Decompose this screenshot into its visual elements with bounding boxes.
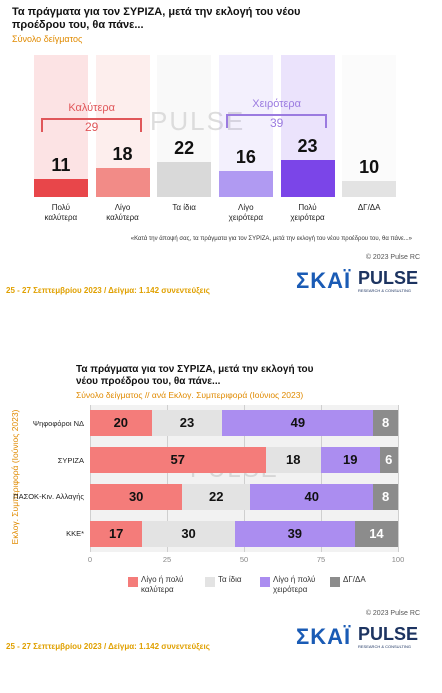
x-tick-label: 0 — [87, 555, 93, 564]
x-tick-label: 75 — [316, 555, 326, 564]
bar-segment — [222, 410, 374, 437]
bar — [342, 181, 397, 197]
x-tick-label: 50 — [239, 555, 249, 564]
value-label: 22 — [174, 137, 195, 158]
bar-segment — [321, 447, 380, 474]
grid-line — [167, 405, 168, 552]
value-label: 23 — [297, 136, 318, 157]
value-label: 10 — [359, 157, 380, 177]
value-label: 11 — [51, 155, 71, 176]
legend-swatch — [330, 577, 340, 587]
bar-segment — [90, 410, 152, 437]
bar — [157, 161, 212, 197]
value-label: 8 — [382, 415, 390, 431]
value-label: 18 — [112, 144, 133, 165]
value-label: 16 — [235, 147, 256, 168]
category-label: ΠΑΣΟΚ-Κιν. Αλλαγής — [13, 492, 84, 502]
value-label: 30 — [181, 525, 196, 541]
category-label: Τα ίδια — [172, 203, 196, 212]
category-label: ΔΓ/ΔΑ — [357, 203, 381, 212]
value-label: 6 — [385, 452, 393, 468]
bar — [280, 160, 335, 197]
category-label: Ψηφοφόροι ΝΔ — [32, 418, 84, 428]
legend-swatch — [260, 577, 270, 587]
bracket-label: Χειρότερα — [252, 98, 302, 110]
x-tick-label: 100 — [391, 555, 405, 564]
value-label: 14 — [369, 525, 384, 541]
grid-line — [398, 405, 399, 552]
logo-skai: ΣΚΑΪ — [296, 624, 352, 649]
legend-swatch — [128, 577, 138, 587]
bracket-label: Καλύτερα — [68, 102, 115, 114]
copyright: © 2023 Pulse RC — [365, 610, 420, 617]
value-label: 49 — [290, 415, 306, 431]
value-label: 18 — [286, 452, 301, 468]
bar-segment — [234, 520, 355, 547]
column-bg — [342, 55, 397, 197]
legend-swatch — [205, 577, 215, 587]
logo-pulse: PULSE — [358, 624, 419, 644]
chart-title: Τα πράγματα για τον ΣΥΡΙΖΑ, μετά την εκλ… — [76, 364, 314, 387]
value-label: 40 — [304, 488, 319, 504]
legend-label: Τα ίδια — [218, 575, 242, 584]
value-label: 8 — [382, 488, 390, 504]
bar — [95, 168, 150, 197]
category-label: ΣΥΡΙΖΑ — [57, 455, 84, 465]
bar-segment — [151, 410, 223, 437]
fieldwork: 25 - 27 Σεπτεμβρίου 2023 / Δείγμα: 1.142… — [6, 286, 210, 295]
bar-segment — [354, 520, 398, 547]
value-label: 20 — [113, 415, 129, 431]
grid-line — [244, 405, 245, 552]
bracket — [40, 118, 143, 132]
chart-title: Τα πράγματα για τον ΣΥΡΙΖΑ, μετά την εκλ… — [12, 6, 301, 31]
bar-segment — [90, 520, 143, 547]
value-label: 19 — [343, 452, 358, 468]
fieldwork: 25 - 27 Σεπτεμβρίου 2023 / Δείγμα: 1.142… — [6, 642, 210, 651]
value-label: 22 — [209, 488, 224, 504]
category-label: Λίγο χειρότερα — [228, 203, 263, 222]
bar-segment — [265, 447, 321, 474]
value-label: 17 — [108, 525, 124, 541]
chart-subtitle: Σύνολο δείγματος — [12, 34, 83, 44]
bar-segment — [250, 483, 374, 510]
grid-line — [321, 405, 322, 552]
value-label: 39 — [287, 525, 303, 541]
category-label: Πολύ χειρότερα — [290, 203, 325, 222]
logo-pulse-sub: RESEARCH & CONSULTING — [358, 288, 412, 293]
bar-segment — [373, 410, 398, 437]
grid-line — [90, 405, 91, 552]
x-tick-label: 25 — [162, 555, 172, 564]
bracket-value: 29 — [84, 120, 99, 134]
bar-segment — [373, 483, 398, 510]
note: «Κατά την άποψή σας, τα πράγματα για τον… — [130, 236, 412, 242]
logo-pulse: PULSE — [358, 268, 419, 288]
legend-label: Λίγο ή πολύ καλύτερα — [141, 575, 184, 594]
category-label: ΚΚΕ* — [66, 529, 84, 539]
category-label: Λίγο καλύτερα — [106, 203, 139, 222]
bar — [33, 179, 88, 197]
bar — [218, 171, 273, 197]
bar-segment — [90, 483, 183, 510]
value-label: 30 — [128, 488, 144, 504]
bracket — [225, 114, 328, 128]
bar-segment — [379, 447, 398, 474]
category-label: Πολύ καλύτερα — [44, 203, 78, 222]
value-label: 23 — [179, 415, 195, 431]
chart-subtitle: Σύνολο δείγματος // ανά Εκλογ. Συμπεριφο… — [76, 390, 304, 400]
logo-skai: ΣΚΑΪ — [296, 268, 352, 293]
bar-segment — [90, 447, 266, 474]
legend-label: Λίγο ή πολύ χειρότερα — [273, 575, 316, 594]
value-label: 57 — [170, 452, 185, 468]
logo-pulse-sub: RESEARCH & CONSULTING — [358, 644, 412, 649]
bracket-value: 39 — [269, 116, 284, 130]
legend-label: ΔΓ/ΔΑ — [343, 575, 366, 584]
copyright: © 2023 Pulse RC — [365, 254, 420, 261]
bar-segment — [182, 483, 251, 510]
bar-segment — [142, 520, 235, 547]
column-bg — [33, 55, 88, 197]
